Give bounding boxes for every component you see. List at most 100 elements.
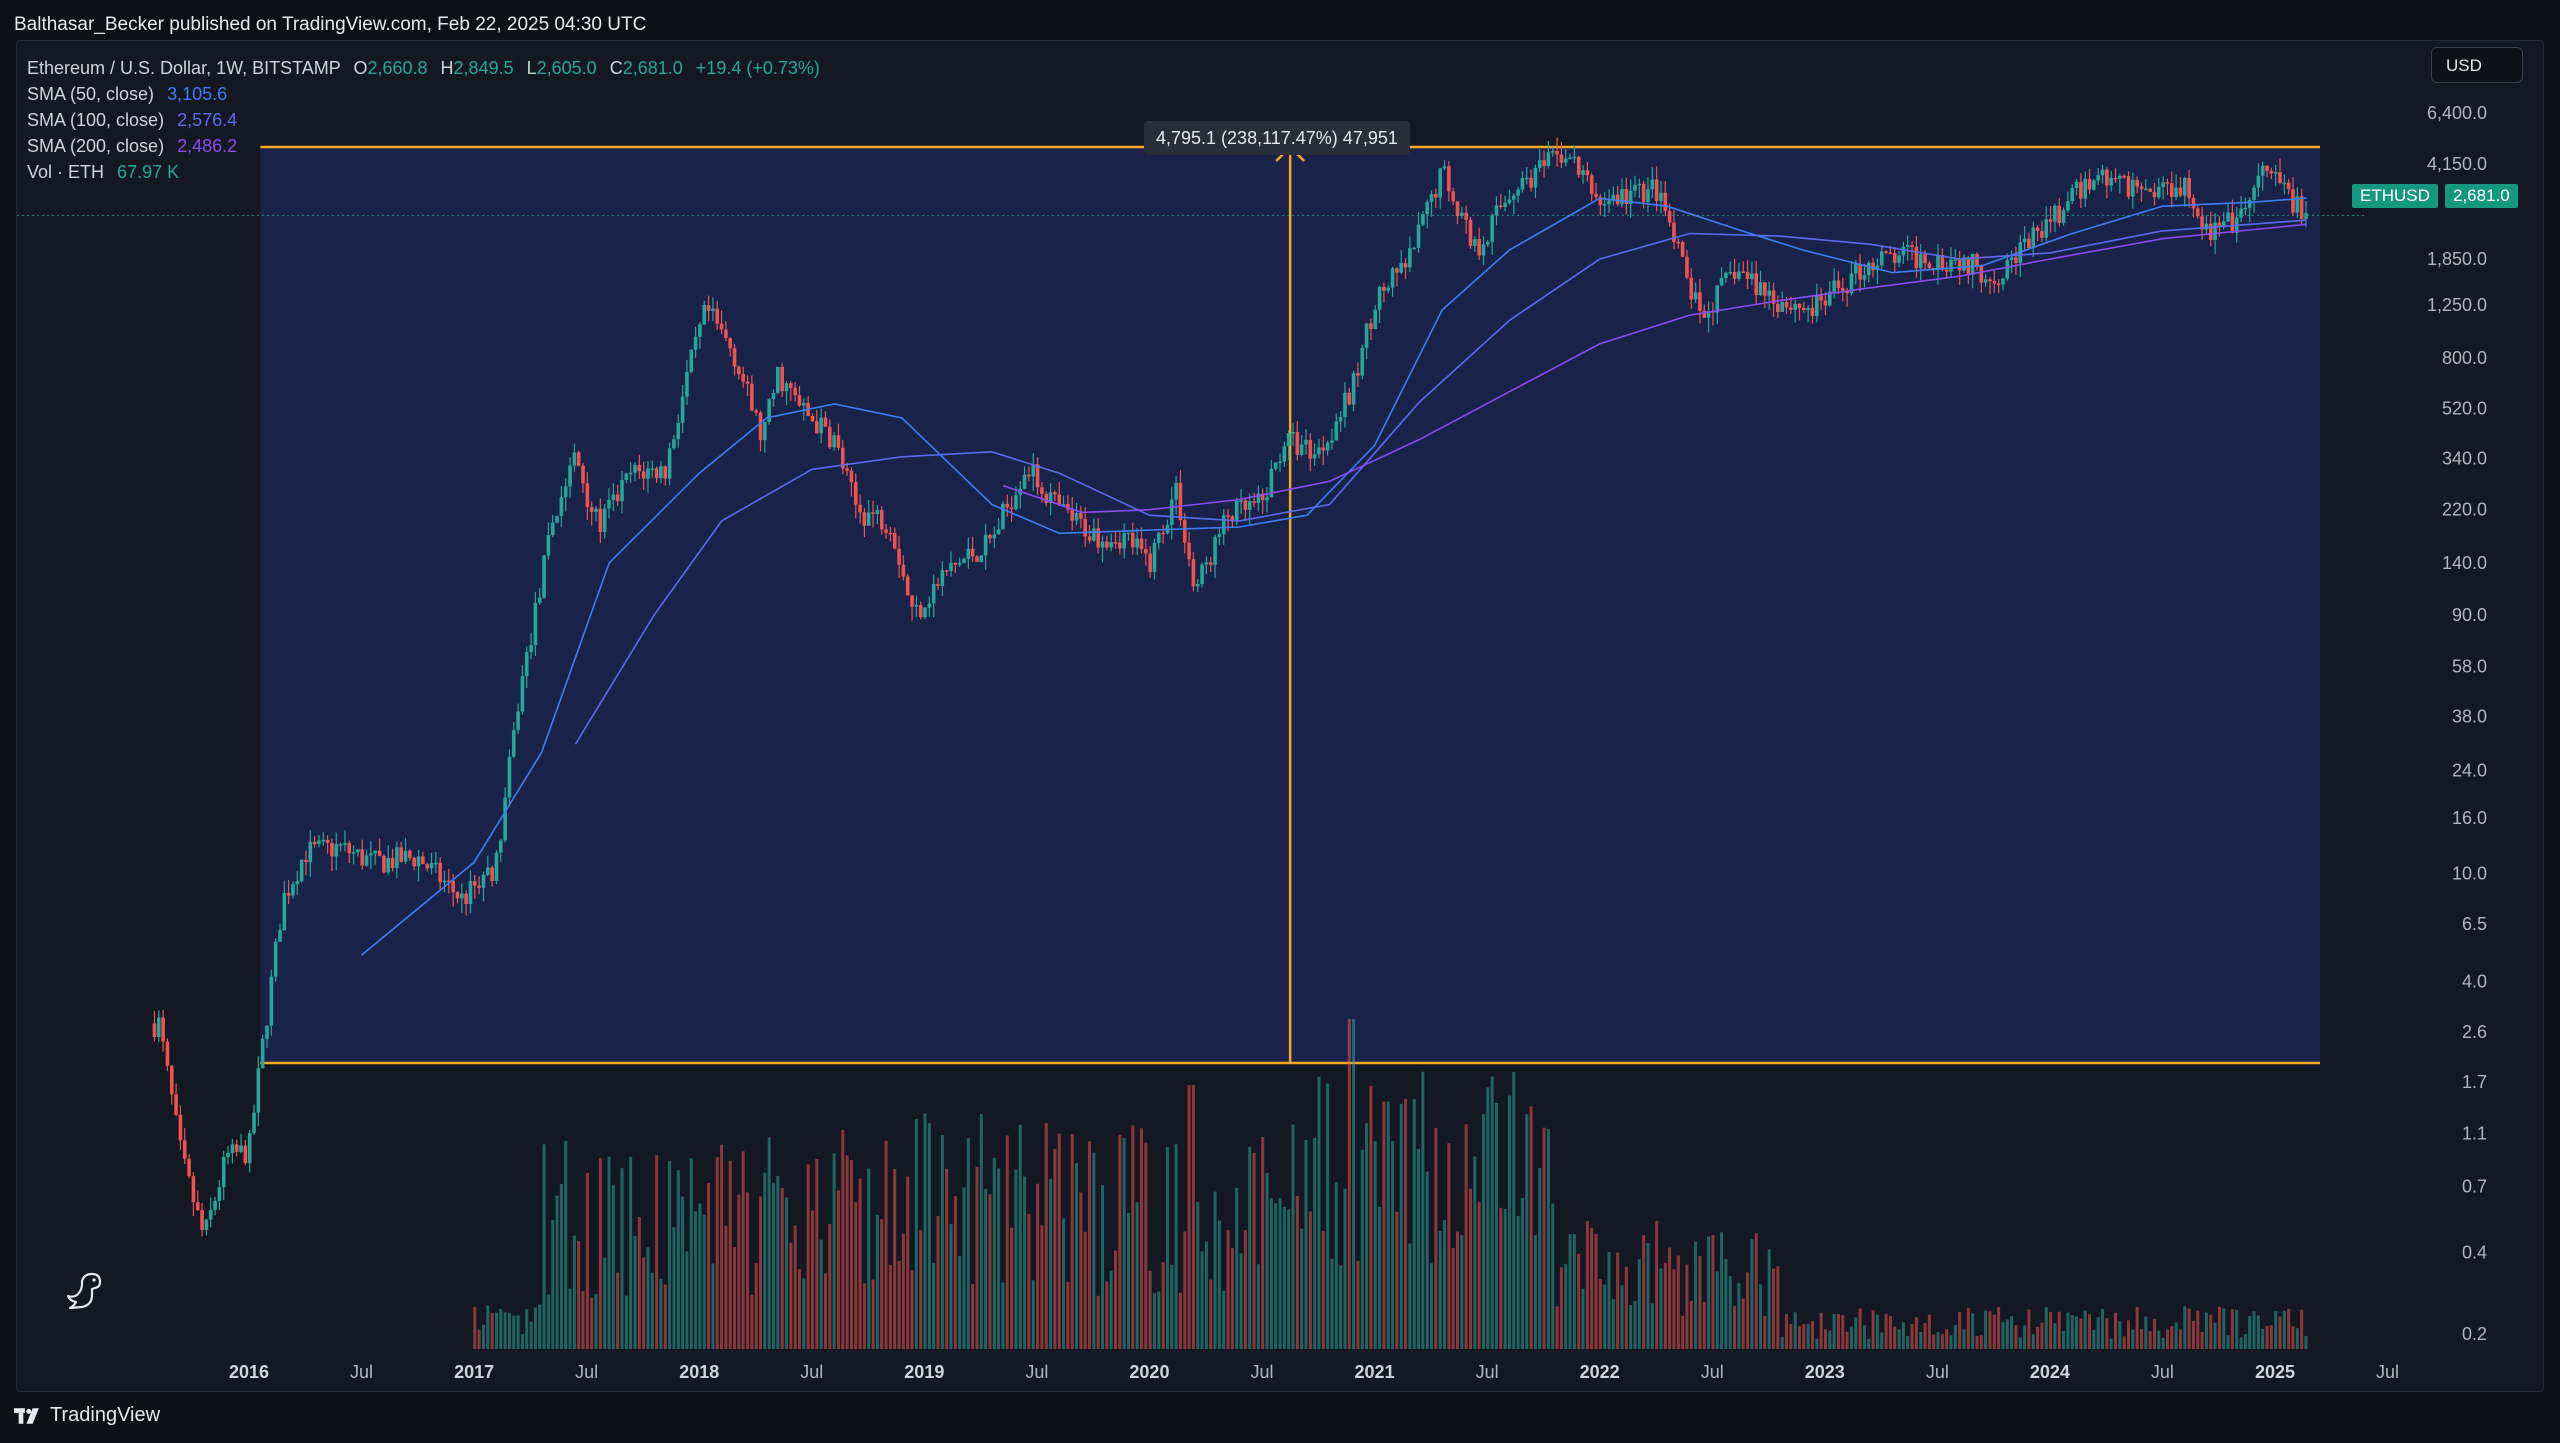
volume-bar — [2075, 1316, 2079, 1349]
candle-body — [2105, 169, 2109, 186]
volume-bar — [1520, 1198, 1524, 1349]
candle-body — [1503, 202, 1507, 208]
candle-body — [256, 1068, 261, 1113]
candle-body — [542, 555, 546, 598]
volume-bar — [2269, 1325, 2273, 1349]
candle-body — [1871, 262, 1875, 271]
candle-body — [477, 885, 481, 888]
volume-bar — [1823, 1329, 1827, 1349]
volume-bar — [2295, 1328, 2299, 1349]
candle-body — [1312, 454, 1317, 459]
candle-body — [425, 864, 429, 869]
volume-bar — [1031, 1280, 1035, 1349]
candle-body — [252, 1112, 256, 1134]
volume-bar — [642, 1257, 646, 1349]
volume-bar — [1023, 1176, 1027, 1349]
volume-bar — [1728, 1276, 1732, 1349]
candle-body — [1576, 156, 1581, 175]
candle-body — [650, 468, 655, 470]
volume-bar — [1326, 1083, 1330, 1349]
volume-bar — [1443, 1220, 1447, 1349]
volume-bar — [1196, 1201, 1200, 1349]
volume-bar — [1131, 1125, 1135, 1349]
time-axis-label: 2021 — [1355, 1362, 1395, 1382]
volume-bar — [2088, 1314, 2092, 1349]
candle-body — [576, 452, 581, 466]
candle-body — [1412, 247, 1417, 250]
time-axis-label: 2018 — [679, 1362, 719, 1382]
legend-sma100-row[interactable]: SMA (100, close) 2,576.4 — [27, 107, 820, 133]
candle-body — [1988, 279, 1992, 282]
candle-body — [1563, 158, 1568, 163]
volume-bar — [1893, 1326, 1897, 1349]
candle-body — [1204, 562, 1209, 565]
candle-body — [2265, 165, 2269, 171]
chart-frame[interactable]: 6,400.0 4,150.0 1,850.0 1,250.0 800.0 520.0 34… — [16, 40, 2544, 1392]
candle-body — [2157, 186, 2161, 198]
candle-body — [1905, 245, 1910, 247]
volume-bar — [2031, 1334, 2035, 1349]
volume-bar — [1659, 1268, 1663, 1349]
candle-body — [1256, 493, 1261, 503]
volume-bar — [2300, 1309, 2304, 1349]
candle-body — [905, 576, 910, 596]
volume-bar — [819, 1239, 823, 1349]
volume-bar — [1871, 1310, 1875, 1349]
volume-bar — [1568, 1234, 1572, 1349]
candle-body — [1659, 192, 1663, 201]
volume-bar — [1802, 1324, 1806, 1349]
volume-bar — [507, 1312, 511, 1349]
volume-bar — [746, 1192, 750, 1349]
candle-body — [2195, 208, 2200, 217]
candle-body — [892, 533, 897, 549]
candle-body — [918, 605, 923, 618]
candle-body — [1395, 268, 1399, 273]
candle-body — [2044, 219, 2049, 238]
candle-body — [524, 652, 529, 677]
candle-body — [1343, 392, 1347, 418]
volume-bar — [559, 1183, 563, 1349]
legend-sma200-row[interactable]: SMA (200, close) 2,486.2 — [27, 133, 820, 159]
candle-body — [594, 508, 598, 512]
volume-bar — [1347, 1019, 1351, 1349]
volume-bar — [1637, 1259, 1641, 1349]
candle-body — [2165, 182, 2170, 184]
volume-bar — [2261, 1328, 2265, 1349]
volume-bar — [1793, 1312, 1797, 1349]
candle-body — [485, 867, 490, 875]
candle-body — [1962, 257, 1966, 271]
candle-body — [2061, 210, 2066, 224]
candle-body — [1169, 499, 1174, 525]
dino-icon[interactable] — [62, 1268, 108, 1314]
candle-body — [2087, 178, 2092, 190]
candle-body — [1009, 507, 1014, 510]
candle-body — [698, 324, 702, 337]
candle-body — [962, 558, 966, 563]
legend-sma50-row[interactable]: SMA (50, close) 3,105.6 — [27, 81, 820, 107]
price-chart[interactable]: 6,400.0 4,150.0 1,850.0 1,250.0 800.0 520.0 34… — [17, 41, 2543, 1391]
candle-body — [637, 464, 642, 472]
candle-body — [1524, 177, 1529, 180]
volume-bar — [867, 1168, 871, 1349]
tradingview-brand[interactable]: TradingView — [14, 1404, 160, 1427]
candle-body — [1853, 264, 1858, 274]
volume-bar — [1114, 1250, 1118, 1349]
candle-body — [1568, 157, 1572, 160]
volume-bar — [1828, 1330, 1832, 1349]
candle-body — [1979, 265, 1984, 283]
candle-body — [1001, 503, 1005, 530]
candle-body — [239, 1145, 243, 1152]
candle-body — [1014, 494, 1018, 510]
volume-bar — [1966, 1307, 1970, 1349]
candle-body — [1403, 262, 1408, 268]
candle-body — [1269, 468, 1274, 498]
legend-volume-row[interactable]: Vol · ETH 67.97 K — [27, 159, 820, 185]
volume-bar — [1447, 1143, 1451, 1349]
currency-button[interactable]: USD — [2431, 47, 2523, 83]
candle-body — [802, 403, 806, 406]
volume-bar — [1880, 1332, 1884, 1349]
volume-bar — [1101, 1185, 1105, 1349]
candle-body — [724, 329, 728, 339]
legend-ohlc-row[interactable]: Ethereum / U.S. Dollar, 1W, BITSTAMP O2,… — [27, 55, 820, 81]
time-axis-label: Jul — [575, 1362, 598, 1382]
